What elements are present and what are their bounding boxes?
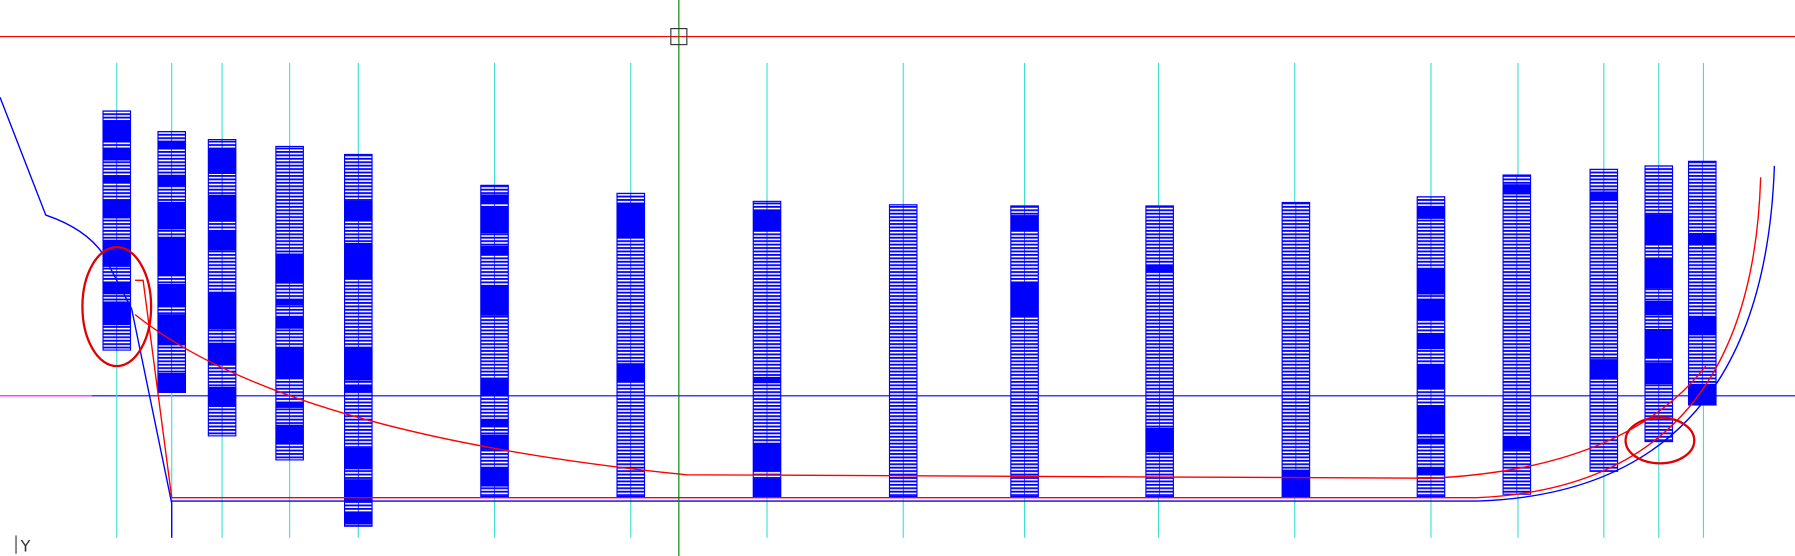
frame-column [1502, 174, 1532, 495]
cursor-box [670, 28, 688, 46]
hull-red-curve [134, 314, 1707, 479]
frame-columns [102, 110, 1717, 527]
frame-column [275, 145, 304, 461]
frame-column [1281, 201, 1311, 498]
frame-column [480, 184, 509, 498]
frame-column [344, 153, 373, 527]
frame-column [752, 200, 782, 498]
hull-blue-aft [0, 96, 173, 538]
frame-column [1010, 205, 1039, 498]
hull-red-inner [135, 177, 1762, 499]
frame-column [1145, 205, 1174, 498]
hull-blue-bottom [171, 165, 1776, 502]
frame-column [1589, 168, 1619, 472]
highlight-ellipse [81, 245, 153, 368]
frame-column [1687, 160, 1717, 406]
frame-column [157, 130, 187, 393]
frame-column [888, 204, 918, 498]
hull-outline [0, 96, 1776, 538]
frame-column [207, 138, 237, 437]
highlight-ellipse [1624, 416, 1696, 465]
frame-column [1416, 196, 1446, 498]
frame-column [1644, 165, 1674, 443]
axis-label: Y [20, 536, 31, 555]
frame-column [102, 110, 132, 351]
frame-column [616, 192, 646, 498]
